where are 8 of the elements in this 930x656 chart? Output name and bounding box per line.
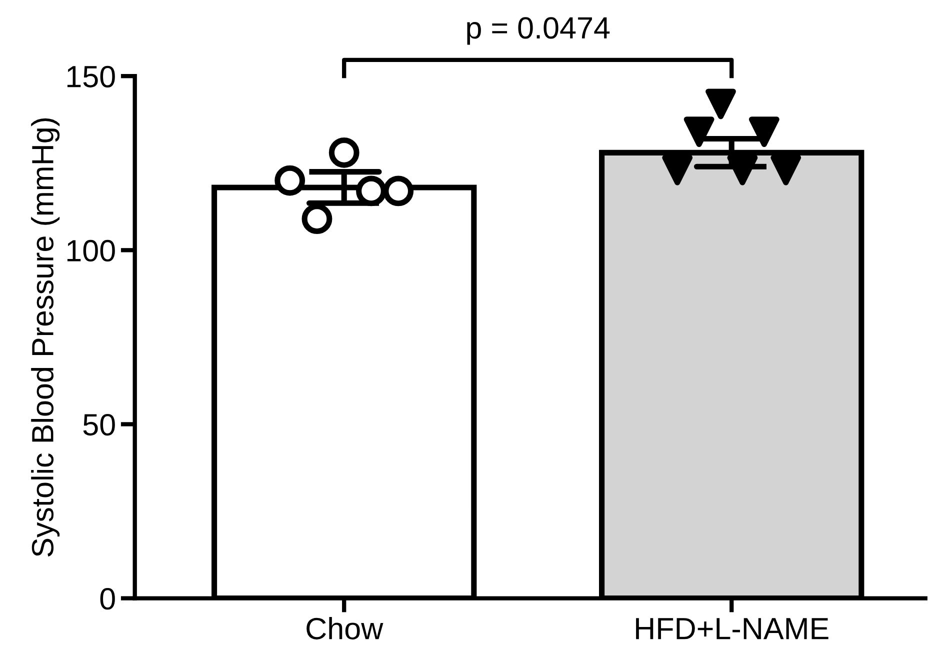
- y-tick-label: 50: [83, 414, 115, 436]
- x-tick-label: HFD+L-NAME: [636, 618, 828, 640]
- x-tick-label: Chow: [306, 617, 384, 640]
- y-axis-title: Systolic Blood Pressure (mmHg): [31, 118, 60, 557]
- y-tick-label: 0: [100, 588, 115, 610]
- y-tick-label: 100: [67, 240, 115, 262]
- y-tick-label: 150: [67, 66, 115, 88]
- text: p = 0.0474: [467, 17, 610, 45]
